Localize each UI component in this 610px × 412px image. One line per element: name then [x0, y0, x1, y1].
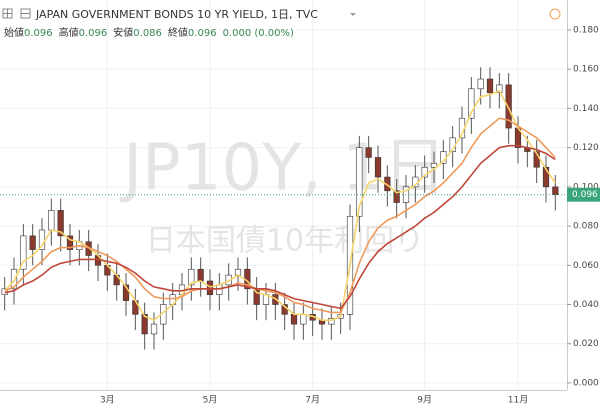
x-tick-label: 9月	[417, 395, 432, 406]
x-tick-label: 5月	[203, 395, 218, 406]
candle-body	[421, 166, 428, 178]
candle-body	[486, 78, 494, 94]
candle-body	[290, 314, 298, 325]
legend-low-label: 安値	[113, 26, 133, 39]
dropdown[interactable]	[350, 13, 356, 16]
candle-body	[150, 323, 158, 335]
legend-close: 0.096	[188, 28, 217, 39]
candle-body	[122, 284, 130, 301]
candle-body	[393, 190, 400, 203]
watermark: JP10Y, 1日	[119, 132, 446, 206]
candle-body	[300, 314, 307, 325]
candle-body	[216, 284, 223, 296]
y-tick-label: 0.080	[573, 222, 599, 232]
candle-body	[542, 166, 550, 188]
candle-body	[496, 84, 503, 94]
moving-average	[4, 117, 556, 314]
x-tick-label: 3月	[100, 395, 115, 406]
candle-body	[430, 163, 438, 168]
y-tick-label: 0.000	[573, 378, 599, 388]
candle-body	[477, 78, 484, 90]
y-tick-label: 0.180	[573, 26, 599, 36]
candle-body	[20, 235, 27, 270]
x-tick-label: 7月	[305, 395, 320, 406]
legend-open: 0.096	[24, 28, 53, 39]
moving-average	[4, 144, 556, 310]
candle-body	[48, 210, 55, 231]
y-tick-label: 0.140	[573, 104, 599, 114]
candle-body	[10, 268, 18, 290]
y-tick-label: 0.060	[573, 261, 599, 271]
y-tick-label: 0.100	[573, 182, 599, 192]
candle-body	[505, 84, 512, 129]
legend-close-label: 終値	[168, 26, 188, 39]
candle-body	[141, 314, 148, 335]
plot	[0, 67, 567, 350]
y-tick-label: 0.160	[573, 65, 599, 75]
legend-low: 0.086	[133, 28, 162, 39]
legend-high-label: 高値	[59, 26, 79, 39]
candle-body	[356, 147, 363, 217]
candle-body	[57, 210, 64, 237]
candle-body	[29, 235, 36, 250]
candle-body	[328, 317, 335, 325]
watermark-sub: 日本国債10年利回り	[146, 224, 424, 259]
legend-change: 0.000 (0.00%)	[223, 28, 294, 39]
candle-body	[365, 147, 372, 158]
ohlc-legend: 始値0.096 高値0.096 安値0.086 終値0.096 0.000 (0.00%…	[4, 26, 294, 39]
alert-icon[interactable]	[549, 8, 561, 20]
last-price-tag	[567, 187, 600, 202]
candle-body	[188, 268, 195, 286]
last-price-label: 0.096	[572, 190, 598, 200]
candle-body	[197, 268, 204, 282]
legend-open-label: 始値	[4, 26, 24, 39]
candle-body	[66, 235, 74, 250]
candle-body	[374, 157, 382, 178]
chart-title: JAPAN GOVERNMENT BONDS 10 YR YIELD, 1日, …	[35, 8, 318, 21]
x-tick-label: 11月	[508, 395, 528, 406]
y-tick-label: 0.120	[573, 143, 599, 153]
moving-average	[4, 89, 556, 322]
candle-body	[552, 186, 559, 196]
candle-body	[468, 88, 475, 119]
legend-high: 0.096	[79, 28, 108, 39]
y-tick-label: 0.040	[573, 300, 599, 310]
candle-body	[206, 280, 214, 296]
y-tick-label: 0.020	[573, 339, 599, 349]
